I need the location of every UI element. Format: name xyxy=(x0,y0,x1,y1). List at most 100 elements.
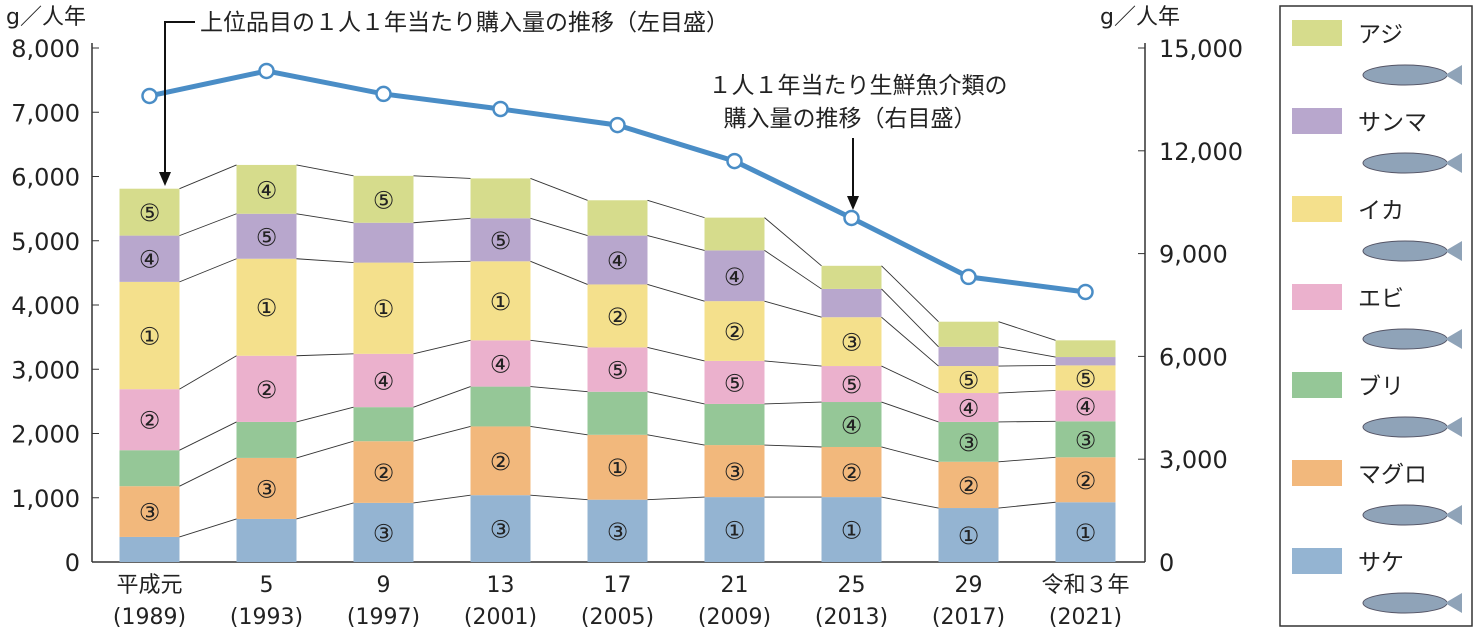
connector-line xyxy=(764,401,822,405)
left-tick-label: 4,000 xyxy=(11,292,80,320)
rank-label: ③ xyxy=(607,518,629,546)
connector-line xyxy=(647,346,705,362)
connector-line xyxy=(881,316,939,367)
line-point xyxy=(1077,283,1094,301)
rank-label: ③ xyxy=(256,475,278,503)
connector-line xyxy=(413,494,471,504)
legend-label: イカ xyxy=(1358,198,1404,224)
line-point xyxy=(141,87,158,105)
rank-label: ② xyxy=(373,459,395,487)
rank-label: ⑤ xyxy=(1075,365,1097,393)
rank-label: ⑤ xyxy=(256,223,278,251)
x-tick-label: 5 xyxy=(260,573,274,598)
connector-line xyxy=(413,425,471,442)
bar-マグロ xyxy=(938,461,999,509)
bar-サケ xyxy=(587,499,648,562)
x-tick-label: (1997) xyxy=(347,605,420,630)
right-tick-label: 15,000 xyxy=(1159,35,1243,63)
connector-line xyxy=(881,265,939,323)
bar-ブリ xyxy=(353,407,414,442)
annotation-line: 購入量の推移（右目盛） xyxy=(724,106,977,132)
connector-line xyxy=(998,390,1056,394)
bar-アジ xyxy=(587,200,648,236)
bar-マグロ xyxy=(821,446,882,498)
rank-label: ④ xyxy=(841,412,863,440)
fish-tail-icon xyxy=(1445,505,1462,525)
rank-label: ⑤ xyxy=(724,369,746,397)
rank-label: ③ xyxy=(1075,426,1097,454)
rank-label: ① xyxy=(958,522,980,550)
fish-icon xyxy=(1362,240,1448,262)
bar-ブリ xyxy=(119,450,180,487)
rank-label: ③ xyxy=(958,429,980,457)
annotation-arrow xyxy=(164,21,195,180)
connector-line xyxy=(179,258,237,283)
rank-label: ④ xyxy=(139,246,161,274)
bar-サケ xyxy=(704,497,765,562)
connector-line xyxy=(179,518,237,538)
left-tick-label: 7,000 xyxy=(11,99,80,127)
bar-エビ xyxy=(821,366,882,403)
rank-label: ② xyxy=(1075,467,1097,495)
connector-line xyxy=(413,175,471,179)
legend-label: サケ xyxy=(1358,550,1404,576)
connector-line xyxy=(179,164,237,190)
bar-マグロ xyxy=(470,426,531,496)
x-tick-label: 13 xyxy=(487,573,515,598)
bar-イカ xyxy=(1055,365,1116,391)
connector-line xyxy=(296,258,354,264)
connector-line xyxy=(413,217,471,224)
rank-label: ② xyxy=(724,318,746,346)
connector-line xyxy=(413,386,471,408)
fish-tail-icon xyxy=(1445,153,1462,173)
connector-line xyxy=(413,260,471,264)
bar-ブリ xyxy=(1055,421,1116,458)
rank-label: ① xyxy=(139,323,161,351)
bar-エビ xyxy=(587,347,648,392)
rank-label: ③ xyxy=(724,458,746,486)
rank-label: ④ xyxy=(724,263,746,291)
left-tick-label: 2,000 xyxy=(11,421,80,449)
legend-label: サンマ xyxy=(1358,110,1427,136)
connector-line xyxy=(179,355,237,390)
rank-label: ① xyxy=(1075,519,1097,547)
x-tick-label: (2009) xyxy=(698,605,771,630)
rank-label: ① xyxy=(373,295,395,323)
connector-line xyxy=(647,496,705,501)
rank-label: ⑤ xyxy=(958,367,980,395)
bar-サンマ xyxy=(704,250,765,302)
connector-line xyxy=(998,456,1056,463)
legend-swatch xyxy=(1292,460,1342,486)
bar-エビ xyxy=(938,393,999,422)
rank-label: ② xyxy=(841,459,863,487)
bar-ブリ xyxy=(704,403,765,446)
rank-label: ④ xyxy=(607,247,629,275)
right-tick-label: 3,000 xyxy=(1159,446,1228,474)
bar-サンマ xyxy=(353,222,414,263)
bar-サンマ xyxy=(821,288,882,318)
x-tick-label: 17 xyxy=(604,573,632,598)
rank-label: ① xyxy=(607,454,629,482)
connector-line xyxy=(881,365,939,394)
fish-tail-icon xyxy=(1445,241,1462,261)
legend-label: ブリ xyxy=(1358,374,1404,400)
bar-イカ xyxy=(587,284,648,348)
arrowhead xyxy=(847,196,859,210)
connector-line xyxy=(764,360,822,367)
rank-label: ② xyxy=(256,376,278,404)
x-tick-label: (2021) xyxy=(1049,605,1122,630)
rank-label: ④ xyxy=(373,367,395,395)
legend-swatch xyxy=(1292,284,1342,310)
bar-サケ xyxy=(821,497,882,562)
connector-line xyxy=(764,300,822,318)
connector-line xyxy=(530,178,588,201)
left-tick-label: 0 xyxy=(65,549,80,577)
x-tick-label: 令和３年 xyxy=(1041,573,1129,598)
right-tick-label: 6,000 xyxy=(1159,343,1228,371)
rank-label: ① xyxy=(724,517,746,545)
bar-エビ xyxy=(119,389,180,451)
bar-ブリ xyxy=(821,402,882,447)
bar-アジ xyxy=(704,217,765,251)
connector-line xyxy=(530,386,588,393)
connector-line xyxy=(179,213,237,237)
